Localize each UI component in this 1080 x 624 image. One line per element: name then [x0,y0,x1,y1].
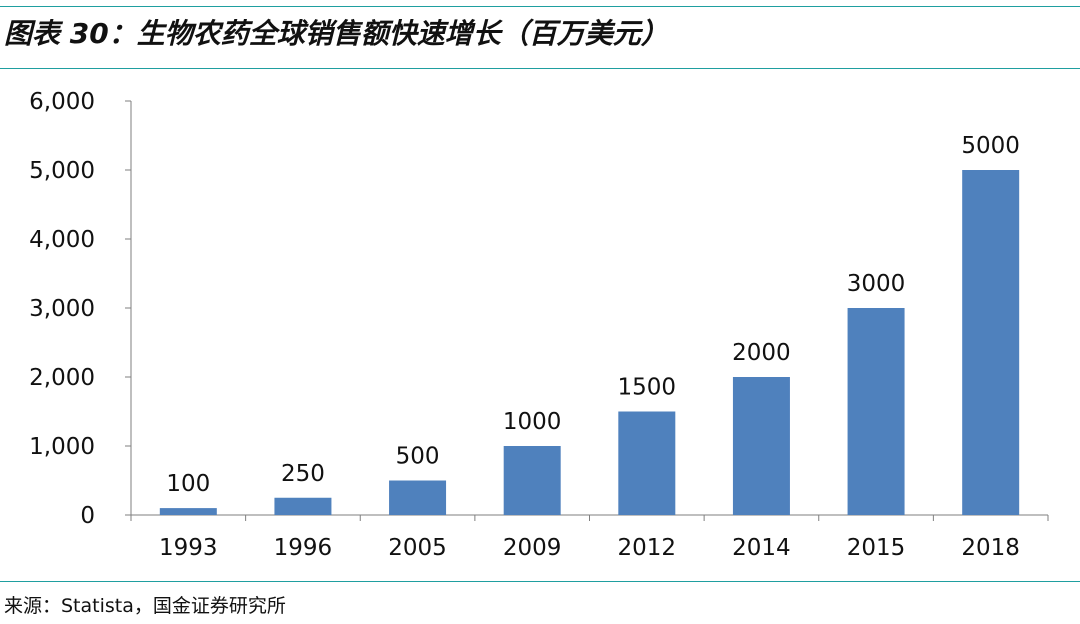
bars [159,170,1020,515]
x-tick-label: 1996 [274,535,333,561]
y-tick-label: 3,000 [29,296,95,322]
x-tick-label: 2005 [388,535,447,561]
y-tick-label: 5,000 [29,158,95,184]
data-label: 250 [281,461,325,487]
y-tick-label: 6,000 [29,89,95,115]
x-tick-label: 2014 [732,535,791,561]
data-label: 2000 [732,340,791,366]
bar-2018 [962,170,1020,515]
top-rule [0,6,1080,7]
bar-2015 [847,308,905,515]
data-label: 1000 [503,409,562,435]
x-tick-label: 2012 [618,535,677,561]
y-tick-label: 0 [80,503,95,529]
bar-1996 [274,497,332,515]
bar-2005 [389,480,447,515]
data-label: 1500 [618,375,677,401]
x-tick-label: 2015 [847,535,906,561]
y-tick-label: 2,000 [29,365,95,391]
data-label: 5000 [961,133,1020,159]
x-tick-label: 2009 [503,535,562,561]
source-note: 来源：Statista，国金证券研究所 [4,595,286,617]
x-axis: 1993 1996 2005 2009 2012 2014 2015 2018 [130,514,1049,561]
data-label: 100 [166,471,210,497]
bar-1993 [159,508,217,515]
source-rule [0,581,1080,582]
bar-2009 [503,446,561,515]
chart-title: 图表 30：生物农药全球销售额快速增长（百万美元） [4,17,669,50]
bar-2014 [732,377,790,515]
data-label: 500 [396,444,440,470]
y-tick-label: 1,000 [29,434,95,460]
data-label: 3000 [847,271,906,297]
data-labels: 100 250 500 1000 1500 2000 3000 5000 [166,133,1020,497]
title-rule [0,68,1080,69]
y-tick-label: 4,000 [29,227,95,253]
x-tick-label: 2018 [961,535,1020,561]
y-axis: 0 1,000 2,000 3,000 4,000 5,000 6,000 [29,89,132,529]
x-tick-label: 1993 [159,535,218,561]
bar-2012 [618,411,676,515]
